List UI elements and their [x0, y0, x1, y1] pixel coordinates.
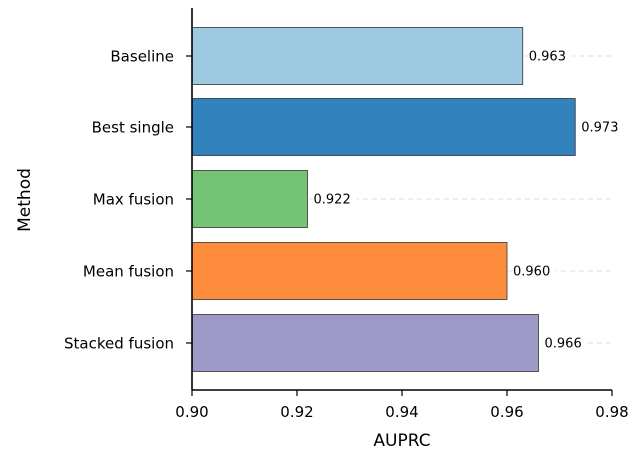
- value-label: 0.963: [529, 50, 566, 65]
- value-label: 0.966: [545, 337, 582, 352]
- y-ticks: Baseline Best single Max fusion Mean fusion…: [64, 48, 192, 353]
- value-label-background: [312, 190, 357, 208]
- y-tick-label: Mean fusion: [83, 263, 174, 281]
- value-label-background: [580, 118, 625, 136]
- bar-best-single: [191, 98, 576, 156]
- bar-max-fusion: [191, 170, 308, 228]
- value-label-background: [512, 262, 556, 280]
- y-tick-label: Max fusion: [93, 191, 174, 209]
- x-ticks: 0.90 0.92 0.94 0.96 0.98: [175, 390, 629, 421]
- bar-stacked-fusion: [191, 314, 539, 372]
- value-labels: 0.963 0.973 0.922 0.960 0.966: [312, 47, 625, 352]
- x-tick-label: 0.94: [385, 403, 418, 421]
- y-tick-label: Best single: [92, 119, 174, 137]
- y-tick-label: Baseline: [110, 48, 174, 66]
- x-tick-label: 0.90: [175, 403, 208, 421]
- value-label: 0.973: [581, 121, 618, 136]
- y-axis-title: Method: [15, 168, 35, 232]
- bar-mean-fusion: [191, 242, 508, 300]
- value-label: 0.922: [314, 193, 351, 208]
- value-label-background: [527, 47, 572, 65]
- x-tick-label: 0.98: [595, 403, 628, 421]
- value-label-background: [543, 334, 588, 352]
- value-label: 0.960: [513, 265, 550, 280]
- x-tick-label: 0.96: [490, 403, 523, 421]
- bars: [191, 27, 576, 372]
- y-tick-label: Stacked fusion: [64, 335, 174, 353]
- bar-baseline: [191, 27, 524, 85]
- x-tick-label: 0.92: [280, 403, 313, 421]
- x-axis-title: AUPRC: [373, 431, 430, 451]
